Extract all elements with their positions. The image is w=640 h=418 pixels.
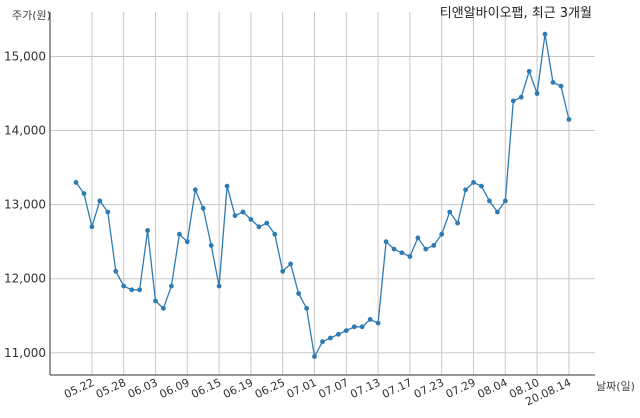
x-tick-label: 05.28 (94, 376, 128, 401)
data-point (224, 183, 230, 189)
data-point (351, 324, 357, 330)
data-point (431, 243, 437, 248)
x-tick-label: 07.01 (285, 376, 319, 401)
data-point (97, 198, 103, 204)
data-point (343, 328, 349, 333)
x-tick-label: 07.29 (444, 376, 478, 401)
data-point (471, 180, 476, 185)
data-point (113, 268, 119, 274)
data-point (495, 209, 500, 215)
data-point (161, 305, 166, 311)
data-point (487, 198, 492, 204)
chart-title: 티앤알바이오팹, 최근 3개월 (440, 6, 592, 21)
data-point (399, 250, 405, 256)
data-point (89, 224, 95, 230)
data-point (534, 91, 540, 96)
data-point (256, 224, 262, 230)
data-point (137, 287, 143, 293)
y-tick-label: 13,000 (4, 198, 46, 212)
x-tick-labels: 05.2205.2806.0306.0906.1506.1906.2507.01… (62, 376, 573, 408)
data-point (375, 320, 381, 326)
data-point (121, 283, 127, 289)
x-tick-label: 06.03 (126, 376, 160, 401)
data-point (240, 209, 246, 215)
data-point (455, 220, 460, 226)
grid-lines (50, 12, 595, 375)
y-tick-label: 14,000 (4, 124, 46, 138)
axes (49, 12, 595, 376)
data-point (542, 31, 548, 37)
data-point (479, 183, 484, 189)
data-point (510, 98, 516, 104)
data-point (81, 191, 87, 196)
data-point (232, 213, 238, 219)
data-point (407, 254, 413, 259)
data-point (208, 243, 214, 248)
data-point (288, 261, 293, 267)
data-point (105, 209, 111, 215)
data-point (169, 283, 174, 289)
data-point (550, 80, 556, 85)
data-point (184, 239, 190, 245)
data-point (216, 283, 222, 289)
data-point (177, 231, 182, 237)
x-tick-label: 06.15 (189, 376, 223, 401)
x-tick-label: 06.09 (158, 376, 192, 401)
data-point (518, 94, 524, 100)
data-point (312, 354, 317, 359)
data-point (359, 324, 365, 330)
data-point (558, 83, 564, 89)
price-series-line (75, 34, 570, 359)
data-point (391, 246, 397, 252)
data-point (463, 187, 468, 193)
x-tick-label: 07.07 (317, 376, 351, 401)
data-point (423, 246, 429, 252)
data-point (367, 317, 373, 322)
x-tick-label: 05.22 (62, 376, 96, 401)
data-point (280, 268, 286, 274)
y-tick-label: 15,000 (4, 49, 46, 63)
data-point (248, 217, 254, 222)
data-point (566, 117, 572, 122)
y-axis-title: 주가(원) (12, 9, 51, 22)
y-tick-label: 11,000 (4, 346, 46, 360)
x-axis-title: 날짜(일) (596, 379, 635, 393)
x-tick-label: 06.25 (253, 376, 287, 401)
data-point (336, 331, 341, 337)
data-point (296, 291, 301, 296)
data-point (383, 239, 389, 245)
data-point (320, 339, 325, 345)
data-point (73, 180, 79, 185)
price-points (73, 31, 572, 359)
data-point (264, 220, 270, 226)
data-point (439, 231, 445, 237)
data-point (192, 187, 198, 193)
data-point (145, 228, 151, 233)
x-tick-label: 07.17 (380, 376, 414, 401)
data-point (304, 305, 309, 311)
data-point (447, 209, 453, 215)
data-point (526, 68, 532, 74)
data-point (272, 231, 278, 237)
data-point (200, 205, 206, 211)
x-tick-label: 07.13 (348, 376, 382, 401)
data-point (153, 298, 158, 304)
data-point (415, 235, 421, 241)
y-tick-label: 12,000 (4, 272, 46, 286)
x-tick-label: 07.23 (412, 376, 446, 401)
x-tick-label: 08.04 (476, 376, 510, 401)
data-point (129, 287, 135, 293)
data-point (328, 335, 333, 341)
y-tick-labels: 11,000 12,000 13,000 14,000 15,000 (4, 49, 46, 359)
data-point (502, 198, 508, 204)
x-tick-label: 06.19 (221, 376, 255, 401)
